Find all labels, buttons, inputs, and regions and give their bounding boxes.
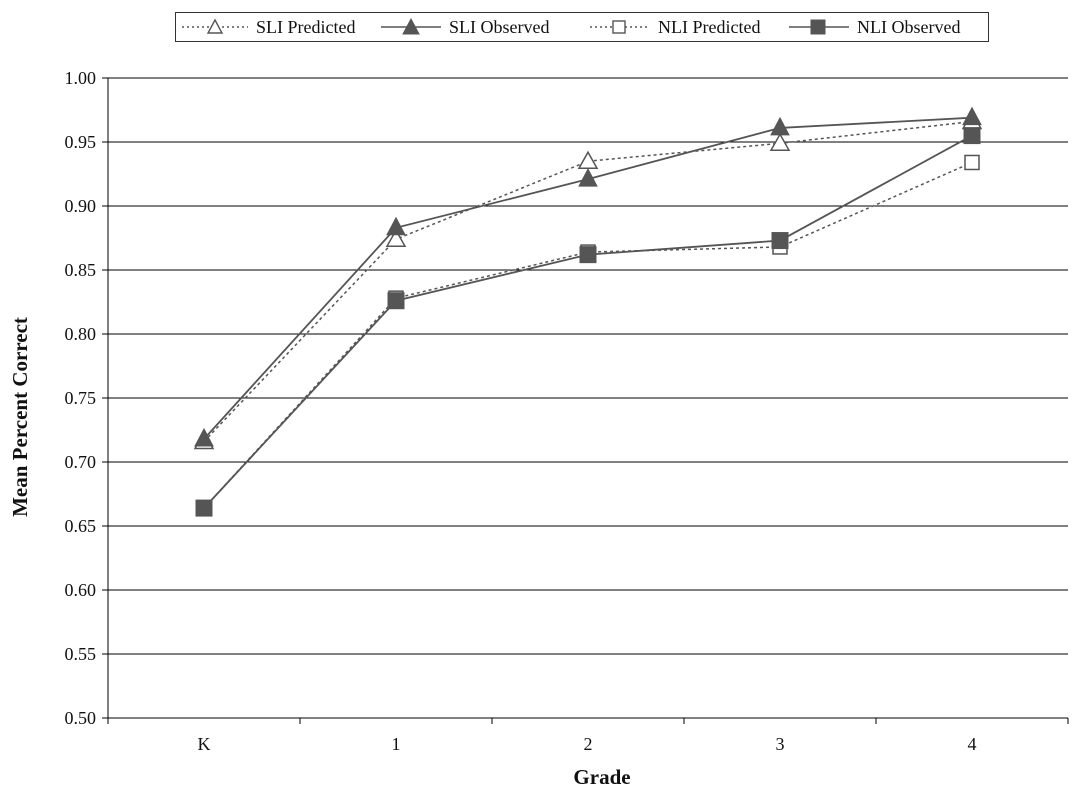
y-tick-label: 0.65 — [65, 516, 97, 536]
y-tick-label: 1.00 — [65, 68, 97, 88]
data-point-square-filled — [771, 232, 789, 250]
y-tick-label: 0.80 — [65, 324, 97, 344]
y-tick-label: 0.85 — [65, 260, 97, 280]
series-line — [203, 161, 973, 509]
data-point-triangle-filled — [386, 216, 406, 236]
data-point-triangle-open — [769, 132, 791, 152]
y-tick-label: 0.50 — [65, 708, 97, 728]
legend-swatch-square-filled — [789, 19, 849, 35]
data-point-square-open — [964, 154, 980, 171]
y-tick-label: 0.95 — [65, 132, 97, 152]
y-tick-label: 0.60 — [65, 580, 97, 600]
legend-label: NLI Observed — [857, 17, 961, 37]
data-point-square-filled — [387, 292, 405, 310]
data-point-triangle-filled — [578, 168, 598, 187]
data-point-square-filled — [963, 127, 981, 145]
data-point-triangle-filled — [770, 116, 790, 136]
legend-label: SLI Observed — [449, 17, 550, 37]
legend-label: SLI Predicted — [256, 17, 356, 37]
legend-label: NLI Predicted — [658, 17, 761, 37]
y-tick-label: 0.55 — [65, 644, 97, 664]
x-tick-label: 2 — [584, 734, 593, 754]
data-point-triangle-open — [385, 228, 407, 248]
grid-lines — [108, 77, 1068, 655]
data-point-square-filled — [579, 246, 597, 264]
legend-swatch-triangle-filled — [381, 17, 441, 35]
y-axis-label: Mean Percent Correct — [8, 317, 32, 517]
x-tick-label: 4 — [968, 734, 977, 754]
legend-swatch-square-open — [590, 20, 650, 34]
x-tick-labels: K 1 2 3 4 — [198, 734, 977, 754]
x-tick-label: 1 — [392, 734, 401, 754]
y-tick-label: 0.75 — [65, 388, 97, 408]
y-tick-label: 0.70 — [65, 452, 97, 472]
data-point-square-filled — [195, 499, 213, 517]
legend: SLI Predicted SLI Observed NLI Predicted… — [175, 12, 989, 42]
x-tick-label: K — [198, 734, 211, 754]
series-line — [203, 134, 973, 509]
y-tick-label: 0.90 — [65, 196, 97, 216]
y-tick-labels: 0.50 0.55 0.60 0.65 0.70 0.75 0.80 0.85 0.90 0.95… — [65, 68, 97, 728]
x-tick-label: 3 — [776, 734, 785, 754]
data-point-triangle-filled — [962, 106, 982, 126]
data-point-triangle-filled — [194, 427, 214, 447]
series-group — [193, 106, 983, 517]
x-axis-label: Grade — [573, 765, 630, 789]
axes — [102, 77, 1069, 724]
legend-swatch-triangle-open — [182, 18, 248, 34]
